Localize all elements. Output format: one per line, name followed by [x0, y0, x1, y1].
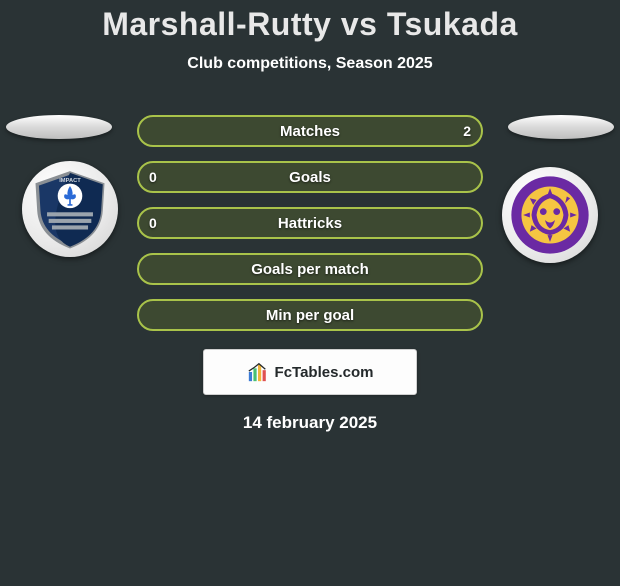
stat-label: Matches — [280, 123, 340, 140]
subtitle: Club competitions, Season 2025 — [0, 55, 620, 73]
ellipse-right — [508, 115, 614, 139]
stat-rows: Matches 2 Goals 0 Hattricks 0 Goals per match M… — [137, 115, 483, 331]
stat-row: Matches 2 — [137, 115, 483, 147]
stat-label: Min per goal — [266, 307, 354, 324]
date-text: 14 february 2025 — [0, 413, 620, 433]
stat-row: Goals per match — [137, 253, 483, 285]
stat-label: Hattricks — [278, 215, 342, 232]
orlando-crest-icon — [508, 173, 592, 257]
team-badge-right — [502, 167, 598, 263]
bar-chart-icon — [247, 361, 269, 383]
stat-right-value: 2 — [463, 123, 471, 139]
team-badge-left: IMPACT — [22, 161, 118, 257]
comparison-panel: IMPACT Matches 2 Goals — [0, 115, 620, 433]
stat-row: Min per goal — [137, 299, 483, 331]
page-title: Marshall-Rutty vs Tsukada — [0, 6, 620, 43]
svg-text:IMPACT: IMPACT — [59, 178, 81, 184]
stat-label: Goals per match — [251, 261, 369, 278]
stat-label: Goals — [289, 169, 331, 186]
stat-row: Goals 0 — [137, 161, 483, 193]
stat-row: Hattricks 0 — [137, 207, 483, 239]
branding-box[interactable]: FcTables.com — [203, 349, 417, 395]
montreal-crest-icon: IMPACT — [29, 168, 111, 250]
stat-left-value: 0 — [149, 169, 157, 185]
branding-label: FcTables.com — [275, 364, 374, 381]
stat-left-value: 0 — [149, 215, 157, 231]
ellipse-left — [6, 115, 112, 139]
